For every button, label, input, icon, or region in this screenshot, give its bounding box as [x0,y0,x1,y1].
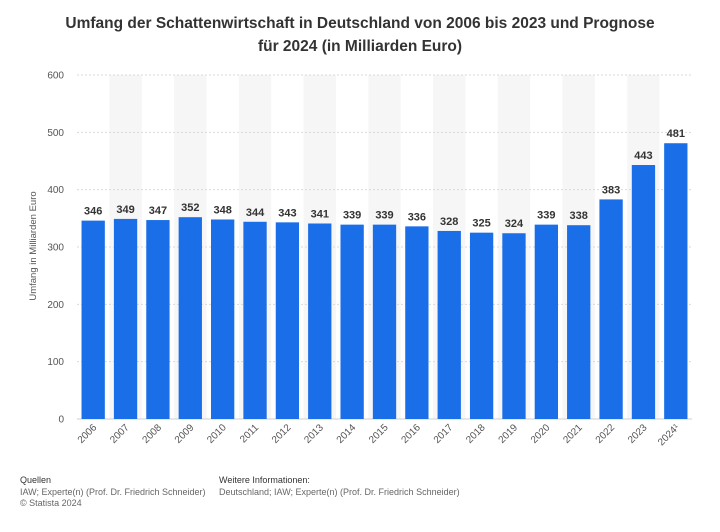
bar-2006 [81,220,105,419]
data-label: 338 [570,210,588,222]
y-axis-label: Umfang in Milliarden Euro [28,191,39,300]
data-label: 339 [537,210,555,222]
bar-2013 [308,223,332,419]
bar-2012 [275,222,300,419]
x-tick-label: 2020 [529,422,553,446]
chart-title: Umfang der Schattenwirtschaft in Deutsch… [40,12,680,58]
x-tick-label: 2024¹ [656,422,682,448]
bar-2020 [534,224,558,419]
bar-2008 [146,220,170,419]
bar-2014 [340,224,364,419]
data-label: 324 [505,218,524,230]
data-label: 352 [181,202,199,214]
y-tick-label: 0 [58,415,64,426]
x-tick-label: 2014 [335,422,359,446]
data-label: 347 [149,205,167,217]
data-label: 349 [116,204,134,216]
y-tick-label: 300 [47,243,64,254]
x-tick-label: 2013 [302,422,326,446]
bar-2007 [113,218,138,419]
x-tick-label: 2016 [399,422,423,446]
x-tick-label: 2006 [76,422,100,446]
chart-title-line-2: für 2024 (in Milliarden Euro) [257,38,463,55]
data-label: 325 [472,218,490,230]
bar-2021 [567,225,591,419]
data-label: 443 [634,150,652,162]
info-block: Weitere Informationen: Deutschland; IAW;… [219,475,460,498]
copyright: © Statista 2024 [20,498,82,508]
y-axis-ticks: 0 100 200 300 400 500 600 [47,71,64,426]
x-tick-label: 2007 [108,422,132,446]
sources-block: Quellen IAW; Experte(n) (Prof. Dr. Fried… [20,475,206,510]
data-label: 341 [311,208,329,220]
data-label: 336 [408,211,426,223]
x-axis-ticks: 2006 2007 2008 2009 2010 2011 2012 2013 2014 2015… [76,422,683,448]
bar-2015 [372,224,397,419]
info-heading: Weitere Informationen: [219,475,310,485]
y-tick-label: 200 [47,300,64,311]
data-label: 348 [213,204,231,216]
x-tick-label: 2011 [238,422,261,445]
bar-2024¹ [664,143,688,419]
data-labels: 346 349 347 352 348 344 343 341 339 339 336 328 325 3… [84,128,685,230]
data-label: 346 [84,206,102,218]
y-tick-label: 600 [47,71,64,82]
x-tick-label: 2017 [432,422,456,446]
x-tick-label: 2021 [561,422,585,446]
x-tick-label: 2015 [367,422,391,446]
bar-2009 [178,217,202,419]
bar-2023 [631,165,656,419]
x-tick-label: 2018 [464,422,488,446]
sources-text: IAW; Experte(n) (Prof. Dr. Friedrich Sch… [20,486,206,497]
info-text: Deutschland; IAW; Experte(n) (Prof. Dr. … [219,486,460,497]
bar-2019 [502,233,526,419]
x-tick-label: 2023 [626,422,650,446]
bar-2022 [599,199,623,419]
data-label: 344 [246,207,265,219]
chart-title-line-1: Umfang der Schattenwirtschaft in Deutsch… [65,15,655,32]
data-label: 343 [278,207,296,219]
data-label: 383 [602,184,620,196]
x-tick-label: 2010 [205,422,229,446]
bars [81,143,688,419]
y-tick-label: 500 [47,128,64,139]
data-label: 339 [375,210,393,222]
bar-2016 [405,226,429,419]
bar-2018 [469,232,494,419]
x-tick-label: 2012 [270,422,294,446]
data-label: 328 [440,216,458,228]
bar-2017 [437,230,461,419]
x-tick-label: 2008 [141,422,165,446]
x-tick-label: 2019 [497,422,521,446]
x-tick-label: 2009 [173,422,197,446]
data-label: 481 [667,128,685,140]
y-tick-label: 100 [47,357,64,368]
bar-2010 [211,219,235,419]
data-label: 339 [343,210,361,222]
y-tick-label: 400 [47,185,64,196]
sources-heading: Quellen [20,475,52,485]
x-tick-label: 2022 [594,422,618,446]
bar-2011 [243,221,267,419]
